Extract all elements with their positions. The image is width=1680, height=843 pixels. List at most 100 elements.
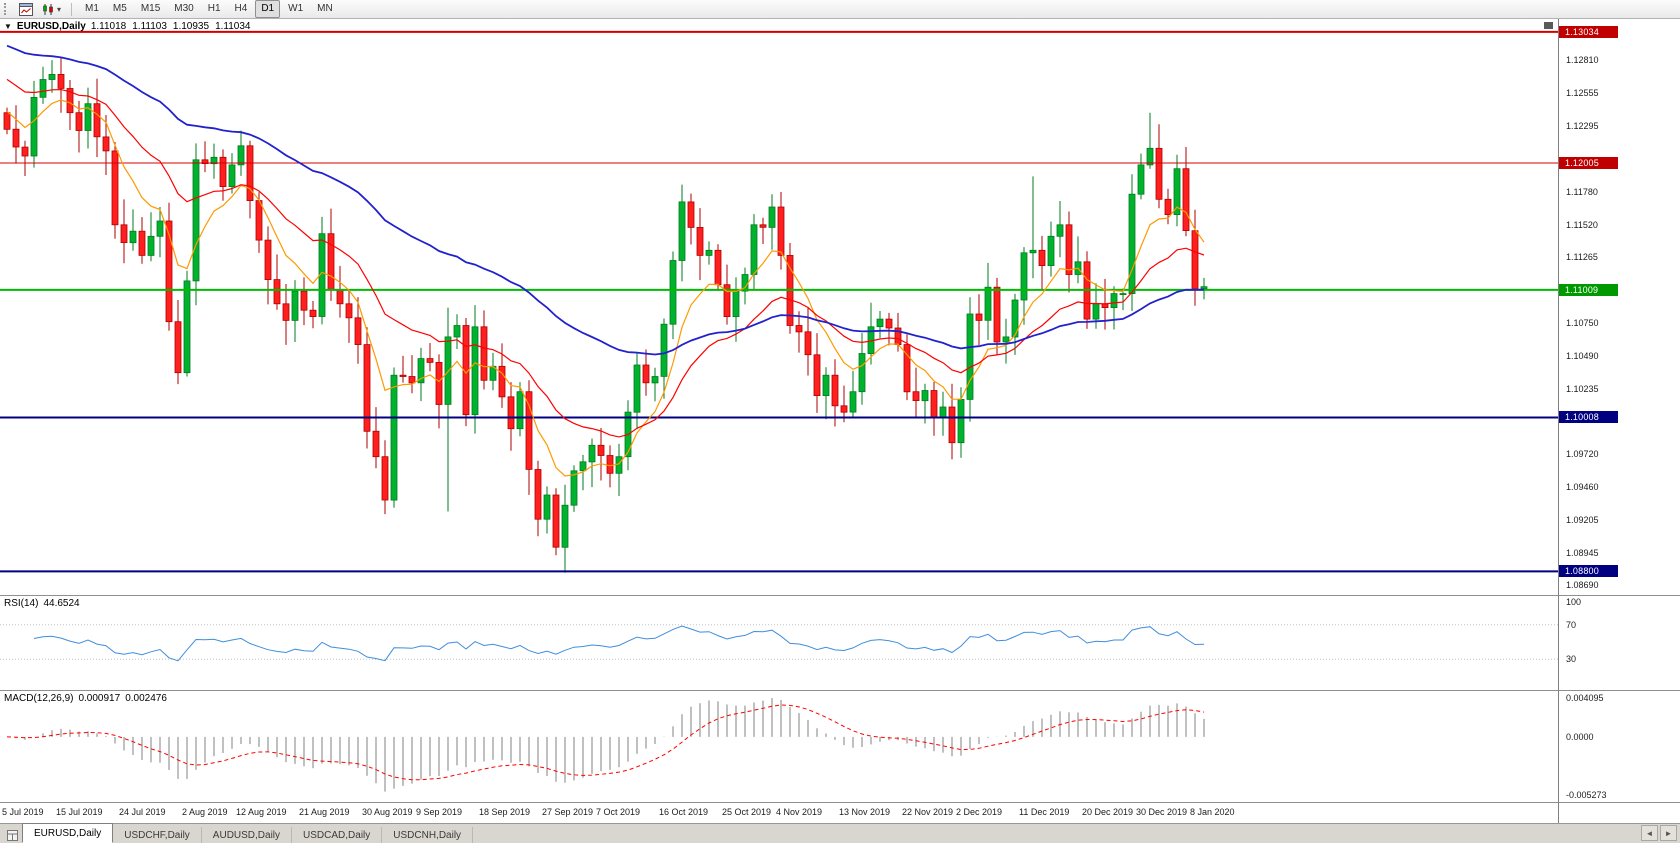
ohlc-open: 1.11018: [91, 21, 126, 32]
chart-symbol-period: EURUSD,Daily: [17, 21, 86, 32]
timeframe-button-h4[interactable]: H4: [229, 0, 254, 18]
price-tick: 1.12295: [1566, 121, 1599, 131]
price-badge-1-11009: 1.11009: [1559, 284, 1618, 296]
price-badge-1-08800: 1.08800: [1559, 565, 1618, 577]
price-tick: 1.12555: [1566, 88, 1599, 98]
date-tick-label: 5 Jul 2019: [2, 807, 44, 817]
timeframe-button-m1[interactable]: M1: [79, 0, 105, 18]
tab-usdcnh-daily[interactable]: USDCNH,Daily: [382, 827, 473, 843]
toolbar-grip[interactable]: [4, 3, 9, 15]
objects-collapse-icon[interactable]: ▼: [4, 22, 12, 32]
top-toolbar: ▾ M1M5M15M30H1H4D1W1MN: [0, 0, 1680, 19]
rsi-pane: RSI(14) 44.6524: [0, 596, 1558, 691]
date-tick-label: 8 Jan 2020: [1190, 807, 1235, 817]
chart-workspace: ▼ EURUSD,Daily 1.11018 1.11103 1.10935 1…: [0, 19, 1680, 823]
chart-window-icon: [19, 3, 33, 16]
timeframe-button-w1[interactable]: W1: [282, 0, 309, 18]
chart-column: ▼ EURUSD,Daily 1.11018 1.11103 1.10935 1…: [0, 19, 1558, 823]
date-tick-label: 24 Jul 2019: [119, 807, 166, 817]
macd-axis-label: 0.004095: [1566, 693, 1604, 703]
tabs-scroll-group: ◄ ►: [1641, 825, 1680, 843]
timeframe-button-m15[interactable]: M15: [135, 0, 166, 18]
macd-value-signal: 0.002476: [125, 693, 167, 704]
price-tick: 1.09460: [1566, 482, 1599, 492]
timeframe-button-m30[interactable]: M30: [168, 0, 199, 18]
chart-type-dropdown[interactable]: ▾: [38, 1, 65, 18]
tab-list-icon: [7, 830, 18, 841]
chart-window-button[interactable]: [15, 1, 37, 18]
date-tick-label: 11 Dec 2019: [1019, 807, 1069, 817]
date-tick-label: 18 Sep 2019: [479, 807, 530, 817]
date-tick-label: 27 Sep 2019: [542, 807, 593, 817]
price-tick: 1.10235: [1566, 384, 1599, 394]
date-tick-label: 13 Nov 2019: [839, 807, 890, 817]
time-axis[interactable]: 5 Jul 2019 15 Jul 2019 24 Jul 2019 2 Aug 20…: [0, 803, 1558, 823]
macd-axis[interactable]: 0.004095 0.0000 -0.005273: [1559, 691, 1680, 803]
timeframe-button-d1[interactable]: D1: [255, 0, 280, 18]
price-tick: 1.09205: [1566, 515, 1599, 525]
candlestick-icon: [42, 3, 55, 16]
date-tick-label: 22 Nov 2019: [902, 807, 953, 817]
timeframe-button-h1[interactable]: H1: [202, 0, 227, 18]
price-axis[interactable]: 1.12810 1.12555 1.12295 1.11780 1.11520 1.112…: [1559, 19, 1680, 596]
tabs-scroll-right-button[interactable]: ►: [1660, 825, 1677, 841]
tabs-scroll-left-button[interactable]: ◄: [1641, 825, 1658, 841]
price-tick: 1.11780: [1566, 187, 1598, 197]
candles-series: [4, 57, 1207, 573]
rsi-axis-label: 100: [1566, 597, 1581, 607]
tab-eurusd-daily[interactable]: EURUSD,Daily: [22, 823, 113, 843]
tab-usdcad-daily[interactable]: USDCAD,Daily: [292, 827, 382, 843]
date-tick-label: 7 Oct 2019: [596, 807, 640, 817]
rsi-axis[interactable]: 100 70 30: [1559, 596, 1680, 691]
price-chart-canvas[interactable]: [0, 19, 1558, 595]
price-tick: 1.09720: [1566, 449, 1599, 459]
macd-header: MACD(12,26,9) 0.000917 0.002476: [4, 693, 167, 704]
price-tick: 1.11265: [1566, 252, 1598, 262]
macd-canvas[interactable]: [0, 691, 1558, 802]
toolbar-separator: [71, 3, 72, 16]
date-tick-label: 30 Dec 2019: [1136, 807, 1187, 817]
price-tick: 1.10750: [1566, 318, 1599, 328]
date-tick-label: 15 Jul 2019: [56, 807, 103, 817]
timeframe-button-m5[interactable]: M5: [107, 0, 133, 18]
rsi-indicator-name: RSI(14): [4, 598, 38, 609]
rsi-axis-label: 30: [1566, 654, 1576, 664]
date-tick-label: 16 Oct 2019: [659, 807, 708, 817]
ohlc-low: 1.10935: [173, 21, 209, 32]
rsi-canvas[interactable]: [0, 596, 1558, 690]
macd-axis-label: 0.0000: [1566, 732, 1594, 742]
date-tick-label: 20 Dec 2019: [1082, 807, 1133, 817]
ohlc-close: 1.11034: [215, 21, 250, 32]
price-tick: 1.11520: [1566, 220, 1598, 230]
caret-down-icon: ▾: [57, 5, 61, 14]
price-badge-1-12005: 1.12005: [1559, 157, 1618, 169]
tab-audusd-daily[interactable]: AUDUSD,Daily: [202, 827, 292, 843]
price-badge-1-13034: 1.13034: [1559, 26, 1618, 38]
date-tick-label: 4 Nov 2019: [776, 807, 822, 817]
date-tick-label: 30 Aug 2019: [362, 807, 413, 817]
date-tick-label: 21 Aug 2019: [299, 807, 350, 817]
chart-shift-marker[interactable]: [1544, 22, 1553, 29]
date-tick-label: 2 Dec 2019: [956, 807, 1002, 817]
date-tick-label: 12 Aug 2019: [236, 807, 287, 817]
timeframe-button-mn[interactable]: MN: [311, 0, 339, 18]
chart-header: ▼ EURUSD,Daily 1.11018 1.11103 1.10935 1…: [4, 21, 250, 32]
price-tick: 1.10490: [1566, 351, 1599, 361]
date-tick-label: 9 Sep 2019: [416, 807, 462, 817]
rsi-axis-label: 70: [1566, 620, 1576, 630]
date-tick-label: 2 Aug 2019: [182, 807, 228, 817]
rsi-indicator-value: 44.6524: [43, 598, 79, 609]
macd-indicator-name: MACD(12,26,9): [4, 693, 73, 704]
chart-tabs-bar: EURUSD,DailyUSDCHF,DailyAUDUSD,DailyUSDC…: [0, 823, 1680, 843]
macd-pane: MACD(12,26,9) 0.000917 0.002476: [0, 691, 1558, 803]
axis-corner: [1559, 803, 1680, 823]
price-pane: ▼ EURUSD,Daily 1.11018 1.11103 1.10935 1…: [0, 19, 1558, 596]
price-tick: 1.12810: [1566, 55, 1599, 65]
macd-axis-label: -0.005273: [1566, 790, 1607, 800]
tab-list-button[interactable]: [2, 827, 22, 843]
macd-value-main: 0.000917: [78, 693, 120, 704]
tabs-group: EURUSD,DailyUSDCHF,DailyAUDUSD,DailyUSDC…: [22, 823, 473, 843]
tab-usdchf-daily[interactable]: USDCHF,Daily: [113, 827, 202, 843]
price-badge-1-10008: 1.10008: [1559, 411, 1618, 423]
date-tick-label: 25 Oct 2019: [722, 807, 771, 817]
